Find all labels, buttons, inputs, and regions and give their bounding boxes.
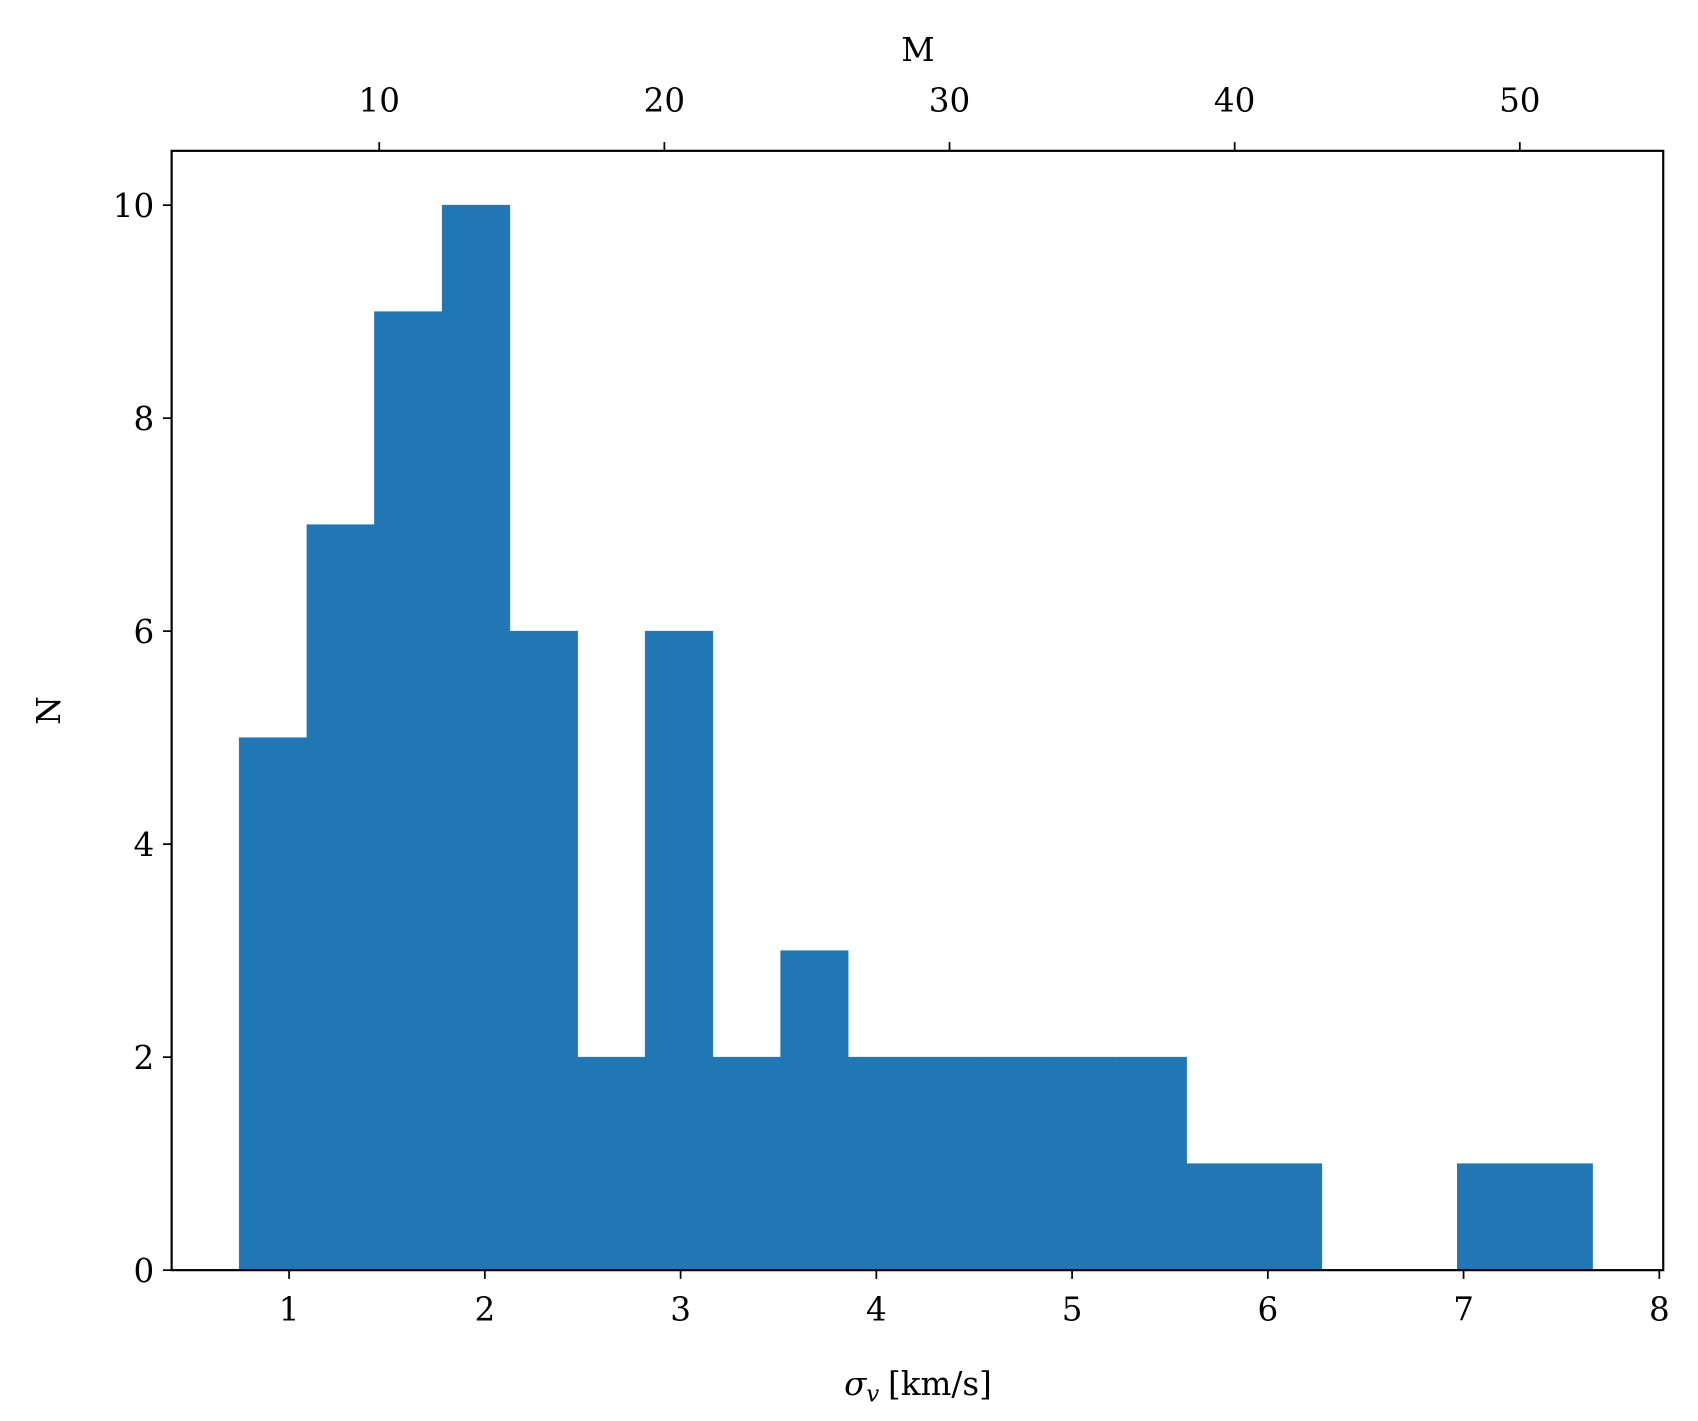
bar xyxy=(306,524,375,1271)
bar xyxy=(1254,1163,1323,1271)
bar xyxy=(509,630,578,1271)
x-tick-label: 8 xyxy=(1649,1290,1670,1328)
y-axis-label: N xyxy=(30,696,68,725)
x-axis-label: σv [km/s] xyxy=(844,1365,992,1408)
bar xyxy=(238,737,308,1271)
bar xyxy=(712,1056,781,1271)
bar xyxy=(577,1056,646,1271)
top-tick-label: 20 xyxy=(644,81,685,119)
bar xyxy=(1524,1163,1593,1271)
top-tick-label: 40 xyxy=(1214,81,1255,119)
top-tick-label: 50 xyxy=(1499,81,1540,119)
plot-frame xyxy=(170,149,1665,1272)
x-tick-label: 4 xyxy=(866,1290,887,1328)
x-tick-label: 6 xyxy=(1257,1290,1278,1328)
y-tick-label: 2 xyxy=(134,1039,155,1077)
bar xyxy=(1186,1163,1255,1271)
bar xyxy=(374,311,443,1271)
x-tick-label: 2 xyxy=(474,1290,495,1328)
bars xyxy=(238,204,1593,1271)
bar xyxy=(847,1056,917,1271)
top-tick-label: 10 xyxy=(358,81,399,119)
y-tick-label: 8 xyxy=(134,400,155,438)
top-axis-label: M xyxy=(901,31,934,69)
top-tick-label: 30 xyxy=(929,81,970,119)
bar xyxy=(780,950,849,1271)
bar xyxy=(1457,1163,1526,1271)
x-tick-label: 7 xyxy=(1453,1290,1474,1328)
y-tick-label: 4 xyxy=(134,826,155,864)
y-tick-label: 6 xyxy=(134,613,155,651)
y-tick-label: 10 xyxy=(113,187,154,225)
x-tick-label: 5 xyxy=(1062,1290,1083,1328)
bar xyxy=(915,1056,984,1271)
x-label-unit: [km/s] xyxy=(888,1365,992,1403)
x-tick-label: 3 xyxy=(670,1290,691,1328)
y-tick-label: 0 xyxy=(134,1252,155,1290)
x-tick-label: 1 xyxy=(279,1290,300,1328)
bar xyxy=(1050,1056,1120,1271)
bar xyxy=(644,630,714,1271)
bar xyxy=(983,1056,1052,1271)
bar xyxy=(1118,1056,1187,1271)
x-label-symbol: σ xyxy=(844,1365,868,1403)
x-label-subscript: v xyxy=(866,1381,879,1407)
bar xyxy=(441,204,511,1271)
